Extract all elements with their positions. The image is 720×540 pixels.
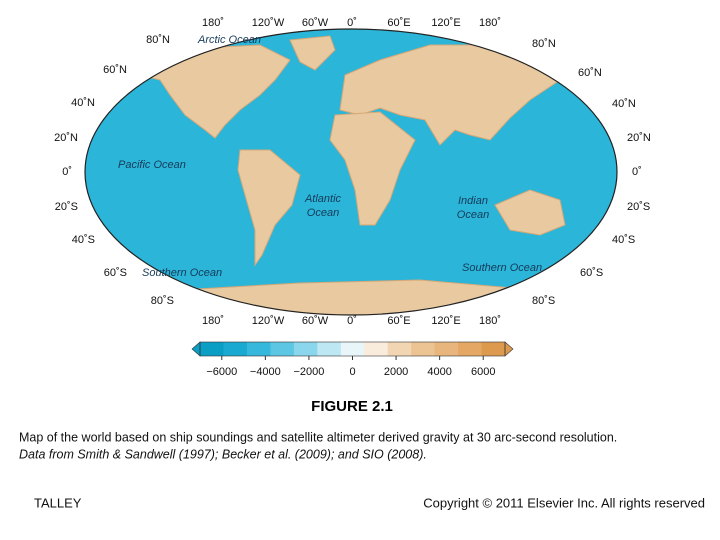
ocean-label: Pacific Ocean bbox=[118, 159, 186, 171]
longitude-label: 0˚ bbox=[347, 17, 357, 29]
latitude-label: 20˚S bbox=[55, 201, 78, 213]
longitude-label: 120˚E bbox=[431, 315, 460, 327]
latitude-label: 0˚ bbox=[632, 166, 642, 178]
map-border bbox=[84, 28, 618, 316]
longitude-label: 180˚ bbox=[479, 315, 501, 327]
colorbar-tick-label: −6000 bbox=[206, 366, 237, 378]
footer-right: Copyright © 2011 Elsevier Inc. All right… bbox=[423, 495, 705, 510]
colorbar-swatch bbox=[317, 342, 342, 356]
ocean-label: Ocean bbox=[457, 209, 489, 221]
colorbar-tick-label: 0 bbox=[349, 366, 355, 378]
latitude-label: 40˚S bbox=[72, 234, 95, 246]
latitude-label: 0˚ bbox=[62, 166, 72, 178]
latitude-label: 20˚N bbox=[54, 132, 78, 144]
colorbar-tick-label: −2000 bbox=[293, 366, 324, 378]
longitude-label: 120˚W bbox=[252, 315, 285, 327]
latitude-label: 20˚S bbox=[627, 201, 650, 213]
colorbar-end bbox=[191, 341, 201, 357]
latitude-label: 40˚S bbox=[612, 234, 635, 246]
longitude-label: 120˚E bbox=[431, 17, 460, 29]
figure-title: FIGURE 2.1 bbox=[311, 398, 393, 415]
colorbar-tick-label: −4000 bbox=[250, 366, 281, 378]
latitude-label: 60˚N bbox=[103, 64, 127, 76]
longitude-label: 60˚W bbox=[302, 17, 329, 29]
ocean-label: Arctic Ocean bbox=[197, 34, 261, 46]
latitude-label: 80˚S bbox=[532, 295, 555, 307]
latitude-label: 80˚N bbox=[532, 38, 556, 50]
longitude-label: 60˚E bbox=[387, 17, 410, 29]
colorbar-swatch bbox=[434, 342, 459, 356]
longitude-label: 60˚W bbox=[302, 315, 329, 327]
latitude-label: 60˚S bbox=[104, 267, 127, 279]
colorbar-tick-label: 4000 bbox=[427, 366, 451, 378]
ocean-label: Ocean bbox=[307, 207, 339, 219]
africa bbox=[329, 111, 416, 226]
latitude-label: 20˚N bbox=[627, 132, 651, 144]
colorbar-swatch bbox=[340, 342, 365, 356]
colorbar-tick-label: 2000 bbox=[384, 366, 408, 378]
colorbar-swatch bbox=[458, 342, 483, 356]
longitude-label: 0˚ bbox=[347, 315, 357, 327]
longitude-label: 120˚W bbox=[252, 17, 285, 29]
caption: Map of the world based on ship soundings… bbox=[19, 430, 617, 444]
south-america bbox=[237, 149, 301, 267]
greenland bbox=[289, 35, 336, 71]
colorbar-swatch bbox=[200, 342, 224, 356]
source: Data from Smith & Sandwell (1997); Becke… bbox=[19, 447, 427, 461]
colorbar-swatch bbox=[293, 342, 318, 356]
latitude-label: 60˚S bbox=[580, 267, 603, 279]
longitude-label: 180˚ bbox=[202, 315, 224, 327]
colorbar-swatch bbox=[246, 342, 271, 356]
longitude-label: 180˚ bbox=[202, 17, 224, 29]
colorbar-swatch bbox=[481, 342, 506, 356]
australia bbox=[494, 189, 566, 236]
latitude-label: 80˚S bbox=[151, 295, 174, 307]
latitude-label: 40˚N bbox=[612, 98, 636, 110]
colorbar-tick-label: 6000 bbox=[471, 366, 495, 378]
ocean-label: Indian bbox=[458, 195, 488, 207]
colorbar-end bbox=[504, 341, 514, 357]
latitude-label: 60˚N bbox=[578, 67, 602, 79]
latitude-label: 40˚N bbox=[71, 97, 95, 109]
footer-left: TALLEY bbox=[34, 495, 82, 510]
colorbar-swatch bbox=[270, 342, 295, 356]
colorbar-swatch bbox=[387, 342, 412, 356]
colorbar-swatch bbox=[364, 342, 389, 356]
ocean-label: Southern Ocean bbox=[142, 267, 222, 279]
longitude-label: 180˚ bbox=[479, 17, 501, 29]
colorbar-swatch bbox=[411, 342, 436, 356]
ocean-label: Atlantic bbox=[304, 193, 342, 205]
eurasia bbox=[339, 44, 561, 146]
latitude-label: 80˚N bbox=[146, 34, 170, 46]
longitude-label: 60˚E bbox=[387, 315, 410, 327]
ocean-label: Southern Ocean bbox=[462, 262, 542, 274]
colorbar-swatch bbox=[223, 342, 248, 356]
